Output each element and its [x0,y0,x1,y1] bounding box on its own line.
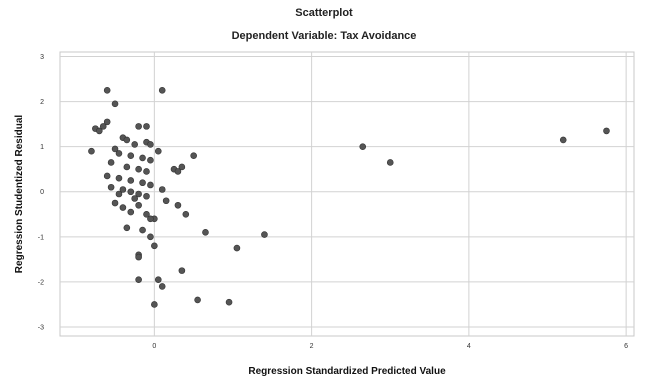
scatter-point [123,224,131,232]
scatter-point [147,215,154,223]
scatter-point [139,154,146,162]
scatter-point [162,197,170,205]
x-tick-label: 0 [152,343,156,350]
y-tick-label: 3 [40,54,44,61]
scatter-point [103,118,111,126]
scatter-point [559,136,567,144]
y-tick-label: 2 [40,99,44,106]
scatter-point [135,253,142,261]
y-tick-label: 0 [40,189,44,196]
scatter-point [115,150,123,157]
scatter-point [359,143,367,150]
scatter-point [143,168,150,175]
scatter-point [182,210,190,218]
scatter-point [178,267,186,274]
scatter-point [131,195,138,202]
x-tick-label: 4 [467,343,471,350]
scatter-point [151,242,158,250]
scatter-point [115,190,123,198]
scatter-point [386,159,394,166]
scatter-point [178,163,186,171]
x-tick-label: 2 [310,343,314,350]
scatter-point [127,208,135,216]
scatter-point [603,127,610,135]
scatter-point [99,123,107,130]
scatter-point [127,177,135,184]
scatter-point [135,190,142,198]
x-tick-label: 6 [624,343,628,350]
y-tick-label: -2 [38,279,44,286]
scatter-point [135,276,142,283]
plot-area [59,51,635,337]
scatter-point [147,156,154,164]
scatter-point [107,159,115,166]
x-axis-label: Regression Standardized Predicted Value [248,366,446,377]
grid-lines [60,52,634,336]
scatter-point [154,147,162,155]
scatter-point [202,229,209,236]
y-tick-label: -1 [38,234,44,241]
scatter-point [143,123,150,130]
scatter-point [96,127,103,135]
scatter-point [190,152,197,159]
chart-title: Scatterplot [295,7,353,19]
y-axis-label: Regression Studentized Residual [14,115,25,274]
chart-subtitle: Dependent Variable: Tax Avoidance [231,30,417,42]
scatter-point [143,192,150,200]
scatter-point [151,301,158,308]
scatter-point [233,244,241,252]
scatter-point [115,174,123,182]
scatter-point [135,201,142,209]
scatter-point [225,298,233,306]
scatter-point [127,188,135,196]
scatter-point [174,168,182,175]
scatter-point [261,231,268,238]
scatter-point [103,87,111,94]
y-tick-label: 1 [40,144,44,151]
scatter-point [123,163,131,171]
scatter-point [123,136,131,144]
scatter-point [158,186,166,193]
scatter-point [194,296,201,304]
scatter-point [174,201,182,209]
scatter-point [154,276,162,283]
tick-labels: 0 2 4 6 -3 -2 -1 0 1 2 3 [38,54,628,350]
scatter-point [135,123,142,130]
scatter-point [135,165,142,173]
scatter-point [147,141,154,148]
scatter-point [119,204,127,211]
scatter-point [147,233,154,241]
scatter-point [111,199,119,207]
y-tick-label: -3 [38,324,44,331]
data-points [88,87,610,308]
scatter-point [127,152,135,159]
scatter-point [111,100,119,108]
scatter-point [88,147,95,155]
scatter-point [131,141,138,148]
scatter-point [119,186,127,193]
scatter-point [139,226,146,234]
scatter-point [143,210,150,218]
scatter-point [158,283,166,290]
scatter-point [158,87,166,94]
scatter-point [107,183,115,191]
scatter-point [103,172,111,180]
scatter-point [111,145,119,153]
scatter-point [139,179,146,187]
scatter-point [147,181,154,189]
